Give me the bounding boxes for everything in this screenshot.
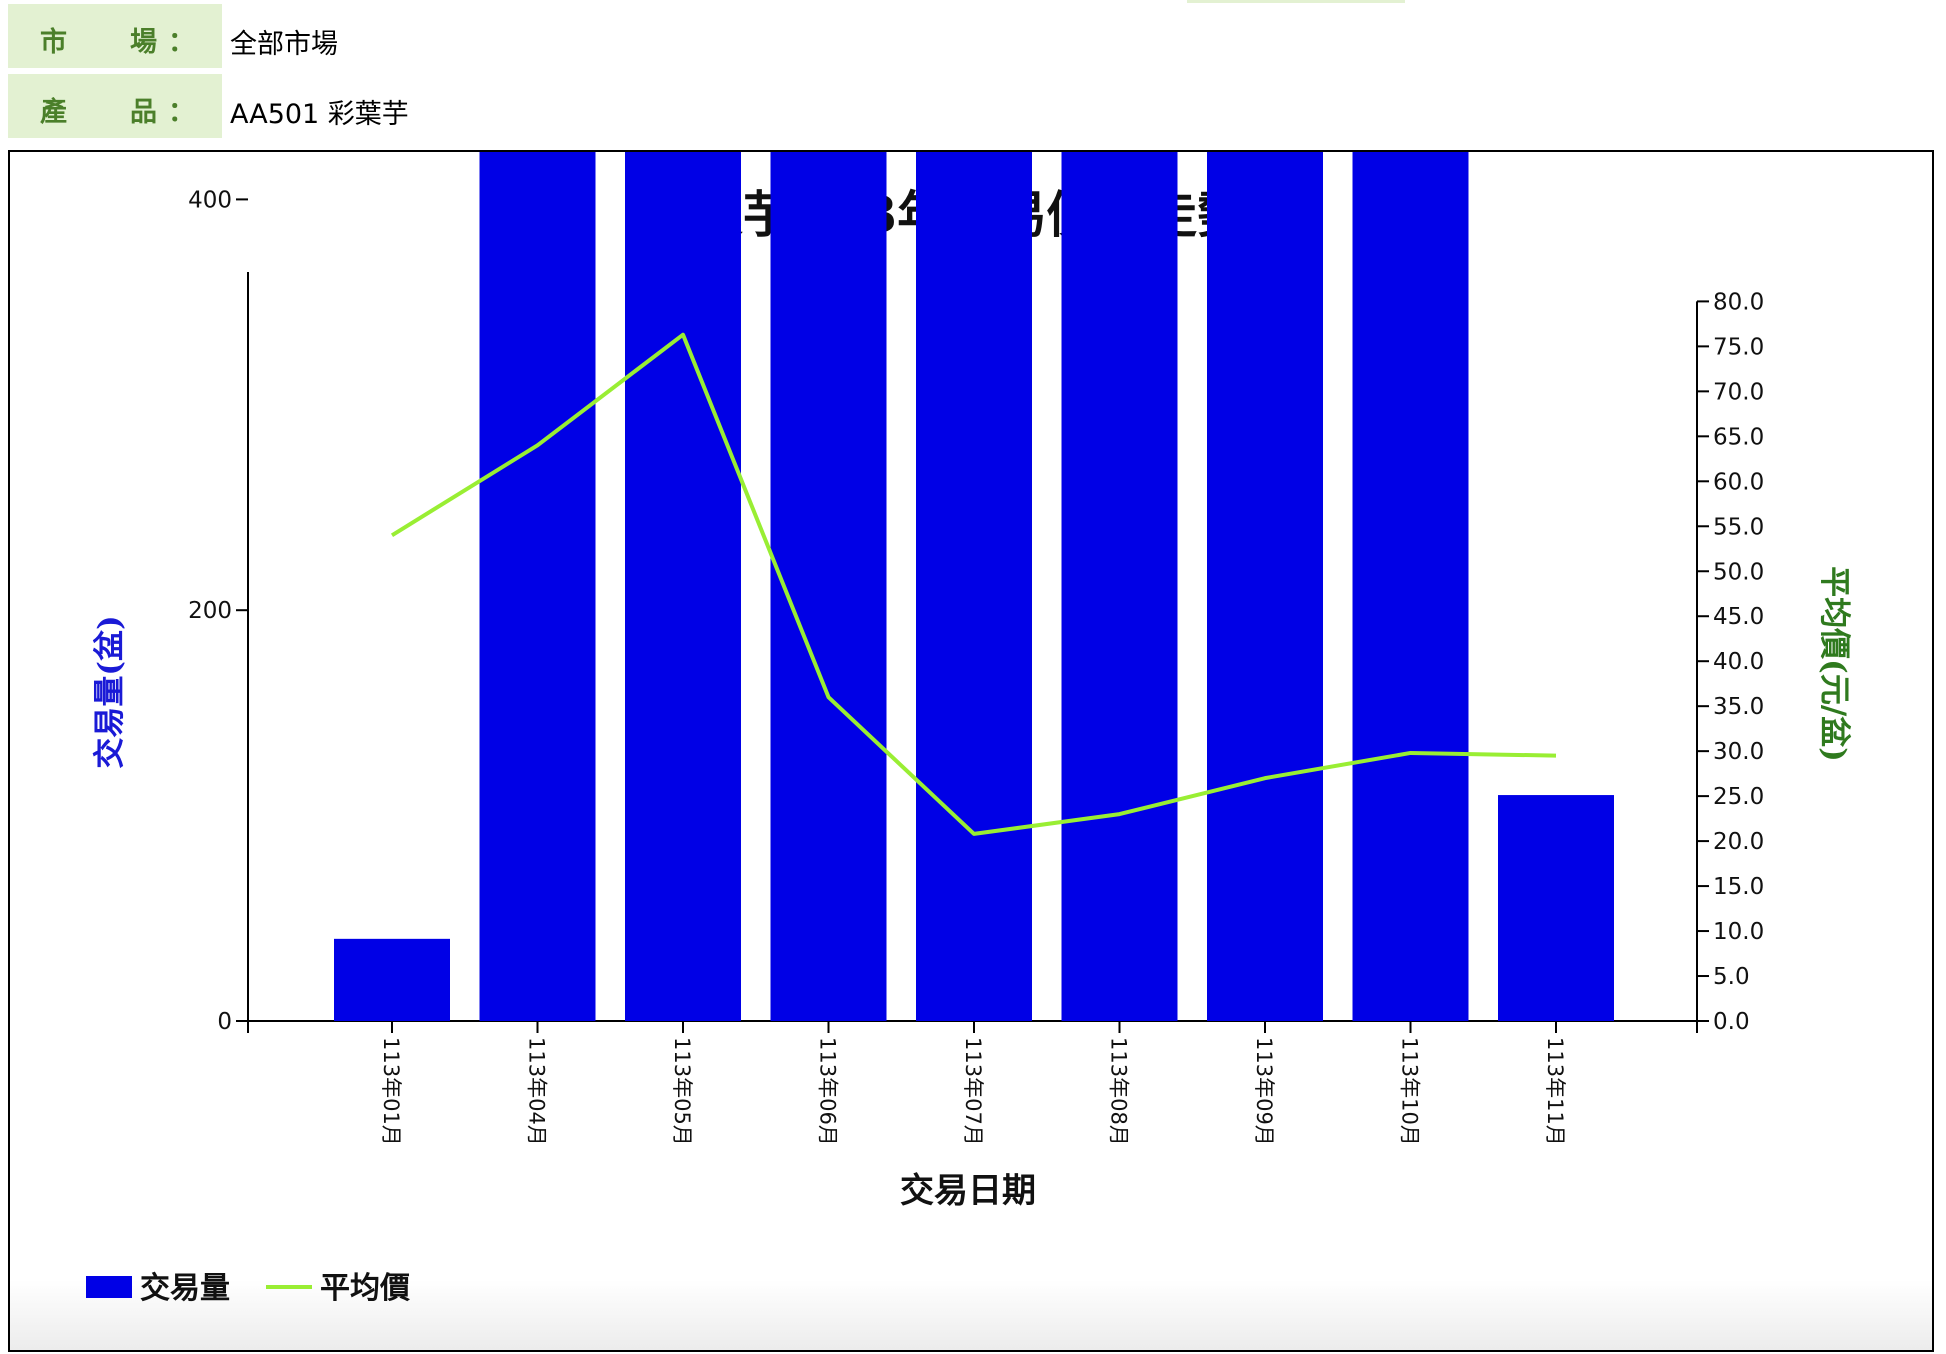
x-tick-label: 113年06月 <box>816 1037 840 1146</box>
y2-tick-label: 65.0 <box>1713 424 1764 450</box>
volume-bar <box>1061 152 1178 1021</box>
x-tick-label: 113年10月 <box>1398 1037 1422 1146</box>
y2-tick-label: 70.0 <box>1713 379 1764 405</box>
product-label-char2: 品 <box>130 97 157 128</box>
bar-series <box>334 152 1614 1022</box>
x-tick-label: 113年11月 <box>1543 1037 1567 1146</box>
y2-tick-label: 55.0 <box>1713 514 1764 540</box>
x-tick-label: 113年09月 <box>1252 1037 1276 1146</box>
product-value: AA501 彩葉芋 <box>230 99 409 130</box>
x-tick-label: 113年07月 <box>961 1037 985 1146</box>
chart-legend: 交易量 平均價 <box>86 1271 410 1306</box>
average-price-line <box>390 332 1557 836</box>
y-tick-label: 0 <box>217 1009 232 1035</box>
y2-axis-title: 平均價(元/盆) <box>1816 566 1852 762</box>
y-axis-title: 交易量(盆) <box>92 615 128 768</box>
market-label: 市 場 ： <box>8 4 222 68</box>
x-tick-label: 113年08月 <box>1107 1037 1131 1146</box>
y2-tick-label: 75.0 <box>1713 334 1764 360</box>
product-label-colon: ： <box>168 97 195 128</box>
x-tick-label: 113年01月 <box>379 1037 403 1146</box>
product-row: 產 品 ： AA501 彩葉芋 <box>8 74 1908 138</box>
y2-tick-label: 80.0 <box>1713 289 1764 315</box>
y2-tick-label: 40.0 <box>1713 649 1764 675</box>
volume-bar <box>625 152 741 1021</box>
market-value: 全部市場 <box>230 29 338 60</box>
y2-tick-label: 20.0 <box>1713 829 1764 855</box>
y2-tick-label: 5.0 <box>1713 964 1750 990</box>
price-volume-chart: 彩葉芋113年交易價量走勢圖 0200400600800100012001400… <box>86 152 1852 1306</box>
y2-tick-label: 35.0 <box>1713 694 1764 720</box>
y2-tick-label: 60.0 <box>1713 469 1764 495</box>
volume-bar <box>1207 152 1323 1022</box>
market-label-char1: 市 <box>40 27 67 58</box>
volume-bar <box>1498 795 1614 1021</box>
volume-bar <box>334 938 450 1021</box>
volume-bar <box>770 152 887 1021</box>
y2-tick-label: 0.0 <box>1713 1009 1750 1035</box>
y2-tick-label: 25.0 <box>1713 784 1764 810</box>
market-label-colon: ： <box>168 27 195 58</box>
chart-container: 彩葉芋113年交易價量走勢圖 0200400600800100012001400… <box>8 150 1934 1352</box>
volume-bar <box>1352 152 1469 1022</box>
market-label-char2: 場 <box>130 27 157 58</box>
legend-label-volume: 交易量 <box>140 1271 230 1306</box>
y2-tick-label: 45.0 <box>1713 604 1764 630</box>
x-axis-title: 交易日期 <box>900 1171 1036 1211</box>
product-label-char1: 產 <box>40 97 67 128</box>
x-tick-label: 113年04月 <box>525 1037 549 1146</box>
volume-bar <box>479 152 596 1021</box>
x-tick-label: 113年05月 <box>670 1037 694 1146</box>
market-row: 市 場 ： 全部市場 <box>8 4 1908 68</box>
line-series <box>390 332 1557 836</box>
y-tick-label: 200 <box>188 598 232 624</box>
top-accent-bar <box>1187 0 1405 3</box>
chart-bottom-shade <box>10 1280 1932 1350</box>
product-label: 產 品 ： <box>8 74 222 138</box>
y-tick-label: 400 <box>188 187 232 213</box>
y2-tick-label: 15.0 <box>1713 874 1764 900</box>
legend-label-price: 平均價 <box>320 1271 410 1306</box>
y2-tick-label: 30.0 <box>1713 739 1764 765</box>
legend-swatch-volume <box>86 1276 132 1298</box>
x-tick-labels: 113年01月 113年04月 113年05月 113年06月 113年07月 113年0… <box>379 1037 1567 1146</box>
y2-tick-label: 10.0 <box>1713 919 1764 945</box>
volume-bar <box>916 152 1032 1021</box>
y2-tick-label: 50.0 <box>1713 559 1764 585</box>
